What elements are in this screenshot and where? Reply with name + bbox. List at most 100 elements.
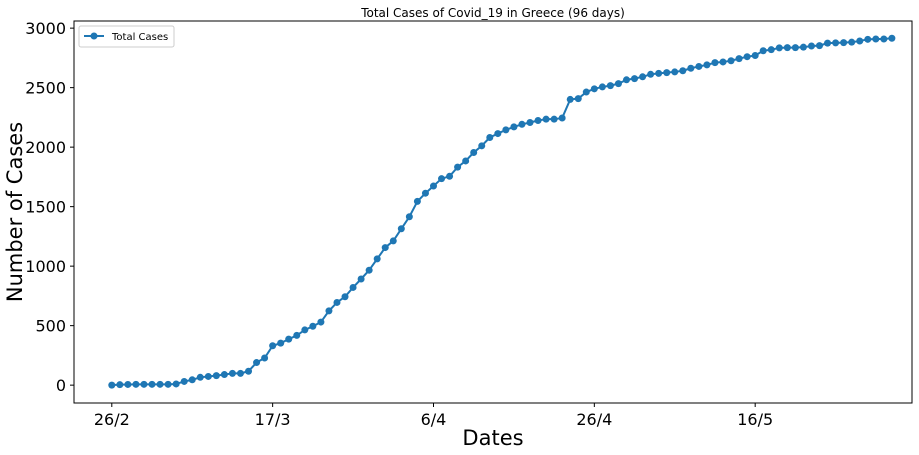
data-point — [711, 59, 719, 67]
data-point — [775, 44, 783, 52]
data-point — [864, 35, 872, 43]
x-axis: 26/2 17/3 6/4 26/4 16/5 — [94, 403, 773, 429]
data-point — [590, 85, 598, 93]
y-tick-label: 2500 — [25, 79, 66, 98]
data-point — [156, 380, 164, 388]
data-point — [719, 58, 727, 66]
legend: Total Cases — [78, 25, 175, 48]
data-point — [228, 369, 236, 377]
data-point — [470, 149, 478, 156]
y-tick-label: 0 — [56, 376, 66, 395]
x-tick-label: 26/4 — [576, 410, 612, 429]
data-point — [462, 157, 470, 165]
data-point — [639, 73, 647, 81]
data-point — [164, 380, 172, 388]
data-point — [494, 130, 502, 138]
x-axis-title: Dates — [462, 426, 523, 450]
data-point — [269, 342, 277, 350]
data-point — [405, 213, 413, 221]
data-point — [389, 237, 397, 245]
y-axis-title: Number of Cases — [3, 122, 27, 302]
y-tick-label: 3000 — [25, 19, 66, 38]
legend-box — [78, 25, 175, 48]
data-point — [220, 371, 228, 379]
data-point — [582, 88, 590, 96]
data-point — [333, 298, 341, 306]
data-point — [373, 255, 381, 263]
data-point — [325, 307, 333, 315]
data-point — [236, 369, 244, 377]
legend-label-total-cases: Total Cases — [111, 32, 168, 43]
data-point — [558, 114, 566, 122]
x-tick-label: 16/5 — [737, 410, 773, 429]
data-point — [767, 46, 775, 54]
y-axis: 0 500 1000 1500 2000 2500 3000 — [25, 19, 74, 395]
data-point — [703, 61, 711, 69]
data-point — [180, 377, 188, 385]
data-point — [832, 39, 840, 47]
y-tick-label: 500 — [35, 317, 66, 336]
data-point — [816, 42, 824, 50]
data-point — [727, 57, 735, 65]
data-point — [759, 47, 767, 55]
data-point — [253, 359, 261, 367]
data-point — [309, 322, 317, 330]
data-point — [397, 225, 405, 233]
data-point — [799, 43, 807, 51]
data-point — [486, 134, 494, 141]
data-point — [140, 380, 148, 388]
data-point — [840, 39, 848, 47]
data-point — [413, 197, 421, 205]
data-point — [687, 64, 695, 72]
data-point — [446, 172, 454, 180]
data-point — [204, 372, 212, 380]
x-tick-label: 17/3 — [255, 410, 291, 429]
data-point — [116, 381, 124, 389]
data-point — [132, 380, 140, 388]
data-point — [245, 367, 253, 375]
data-point — [791, 44, 799, 52]
data-point — [478, 142, 486, 150]
data-point — [293, 331, 301, 339]
data-point — [614, 80, 622, 88]
data-point — [663, 69, 671, 77]
x-tick-label: 6/4 — [421, 410, 447, 429]
data-point — [695, 62, 703, 70]
data-point — [301, 326, 309, 334]
data-point — [856, 37, 864, 45]
data-point — [598, 83, 606, 91]
data-point — [848, 38, 856, 46]
data-point — [381, 244, 389, 252]
data-point — [566, 95, 574, 103]
x-tick-label: 26/2 — [94, 410, 130, 429]
data-point — [148, 380, 156, 388]
data-point — [349, 283, 357, 291]
series-line-total-cases — [111, 37, 892, 387]
legend-swatch-marker — [90, 32, 98, 40]
data-point — [824, 39, 832, 47]
data-point — [317, 318, 325, 326]
data-point — [365, 266, 373, 274]
data-point — [285, 335, 293, 343]
plot-area-frame — [73, 20, 913, 404]
data-point — [880, 35, 888, 43]
series-layer — [108, 34, 896, 389]
data-point — [671, 68, 679, 76]
data-point — [518, 120, 526, 128]
data-point — [783, 44, 791, 52]
data-point — [534, 116, 542, 124]
data-point — [623, 76, 630, 84]
data-point — [606, 82, 614, 90]
data-point — [743, 53, 751, 61]
data-point — [261, 354, 269, 362]
data-point — [631, 75, 639, 83]
chart-title: Total Cases of Covid_19 in Greece (96 da… — [360, 6, 625, 20]
y-tick-label: 2000 — [25, 138, 66, 157]
data-point — [108, 381, 116, 389]
data-point — [655, 69, 663, 77]
data-point — [751, 52, 759, 60]
data-point — [429, 182, 437, 190]
data-point — [526, 119, 534, 127]
